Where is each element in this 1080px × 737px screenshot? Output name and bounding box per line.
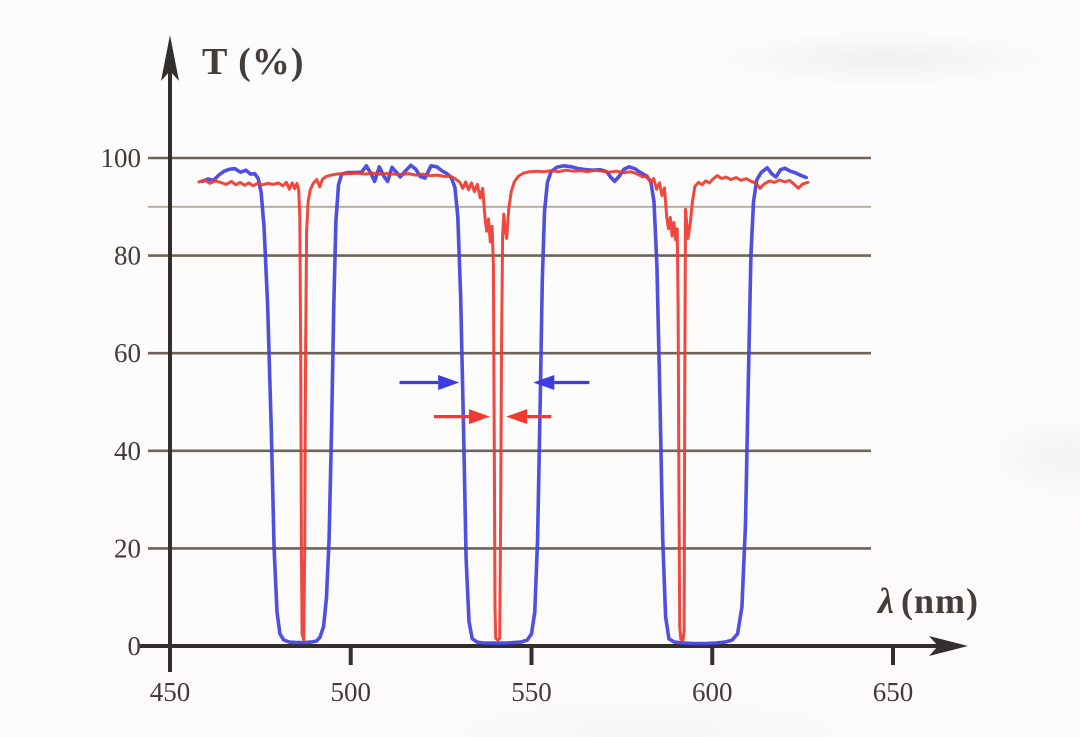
x-tick-label: 550 [511, 677, 552, 707]
x-tick-label: 500 [331, 677, 372, 707]
x-tick-label: 450 [150, 677, 191, 707]
bandwidth-arrow-head-icon-blue-right [533, 374, 555, 390]
bandwidth-arrow-head-icon-red-right [506, 409, 528, 425]
x-axis-arrow-icon [929, 636, 968, 656]
x-axis-unit: (nm) [900, 581, 979, 621]
y-axis-title: T (%) [202, 41, 305, 83]
x-tick-label: 600 [692, 677, 733, 707]
y-tick-label: 80 [114, 241, 141, 271]
bandwidth-arrow-head-icon-red-left [468, 409, 490, 425]
lambda-symbol: λ [878, 581, 895, 621]
y-tick-label: 0 [128, 631, 142, 661]
x-tick-label: 650 [873, 677, 914, 707]
curve-red-narrow-notch [197, 168, 810, 642]
bandwidth-arrow-head-icon-blue-left [438, 374, 460, 390]
y-tick-label: 60 [114, 338, 141, 368]
curve-blue-wide-notch [200, 163, 809, 646]
y-axis-arrow-icon [161, 35, 179, 81]
y-tick-label: 100 [101, 143, 142, 173]
y-tick-label: 20 [114, 533, 141, 563]
y-tick-label: 40 [114, 436, 141, 466]
x-axis-title: λ (nm) [878, 580, 979, 622]
